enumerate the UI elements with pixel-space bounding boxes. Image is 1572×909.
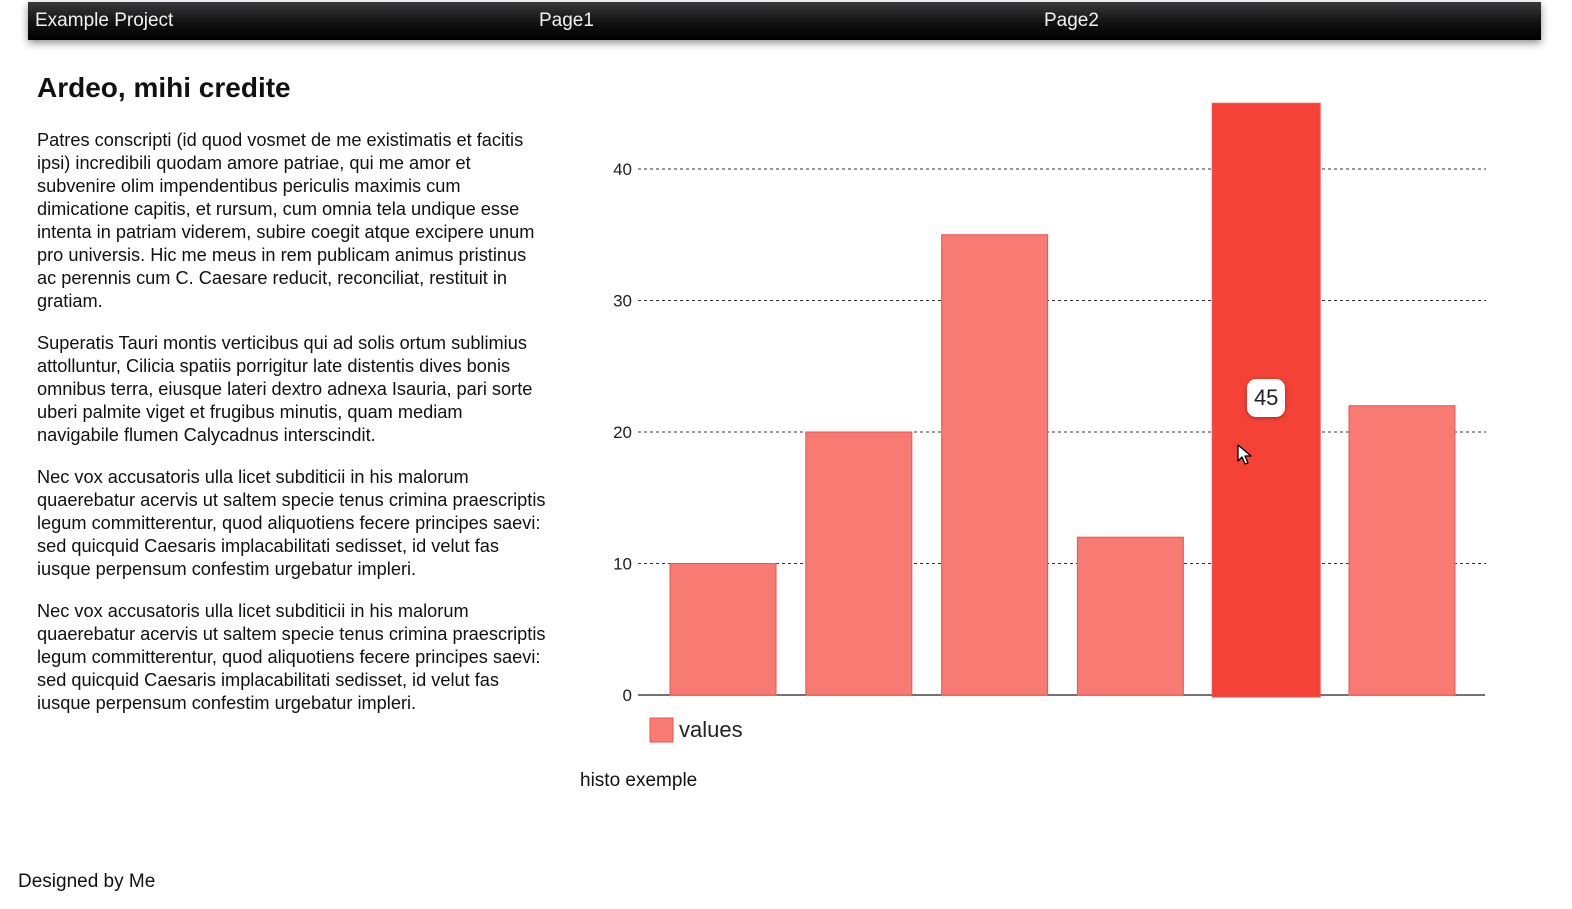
y-tick-label: 30 bbox=[613, 292, 632, 311]
article-paragraph: Superatis Tauri montis verticibus qui ad… bbox=[37, 333, 533, 445]
y-tick-label: 10 bbox=[613, 555, 632, 574]
article-paragraph: Nec vox accusatoris ulla licet subditici… bbox=[37, 467, 546, 579]
bar-tooltip: 45 bbox=[1247, 379, 1286, 417]
y-tick-label: 20 bbox=[613, 423, 632, 442]
bar bbox=[805, 431, 913, 696]
top-navbar: Example Project Page1 Page2 bbox=[28, 2, 1541, 40]
legend-swatch bbox=[649, 717, 674, 743]
article-paragraph: Nec vox accusatoris ulla licet subditici… bbox=[37, 601, 546, 713]
article: Ardeo, mihi credite Patres conscripti (i… bbox=[37, 72, 547, 734]
nav-link-page1[interactable]: Page1 bbox=[539, 10, 594, 31]
article-title: Ardeo, mihi credite bbox=[37, 72, 291, 103]
histogram-chart: 0 10 20 30 40 values 45 histo exemple bbox=[580, 80, 1520, 810]
bar bbox=[669, 563, 777, 696]
brand-link[interactable]: Example Project bbox=[35, 10, 174, 31]
article-paragraph: Patres conscripti (id quod vosmet de me … bbox=[37, 130, 535, 311]
chart-canvas: 0 10 20 30 40 values bbox=[613, 102, 1486, 743]
y-tick-label: 40 bbox=[613, 160, 632, 179]
legend-label: values bbox=[679, 717, 743, 742]
footer-credit: Designed by Me bbox=[18, 871, 156, 892]
bar bbox=[1076, 536, 1184, 696]
chart-caption: histo exemple bbox=[580, 770, 698, 791]
mouse-cursor-icon bbox=[1237, 444, 1252, 465]
y-tick-label: 0 bbox=[623, 686, 632, 705]
bar bbox=[1348, 405, 1456, 696]
nav-link-page2[interactable]: Page2 bbox=[1044, 10, 1099, 31]
bar bbox=[941, 234, 1049, 696]
